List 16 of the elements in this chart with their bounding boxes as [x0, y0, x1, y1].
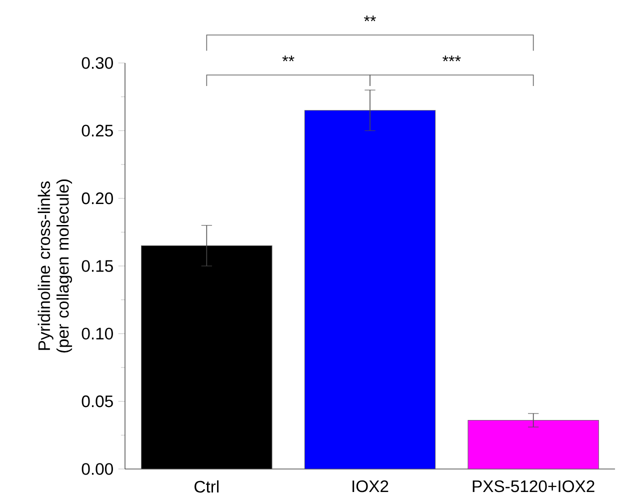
text: ** [364, 16, 376, 22]
y-tick-label: 0.10 [82, 328, 113, 340]
text: *** [442, 56, 461, 62]
y-axis-title: Pyridinoline cross-links (per collagen molecule) [38, 180, 72, 353]
bar [468, 420, 599, 470]
y-tick-label: 0.25 [82, 124, 113, 137]
x-tick-label: IOX2 [352, 480, 388, 492]
x-tick-label: Ctrl [194, 480, 219, 493]
x-tick-label: PXS-5120+IOX2 [472, 480, 594, 492]
y-tick-label: 0.15 [82, 260, 113, 272]
y-tick-label: 0.30 [82, 57, 113, 69]
bar [304, 110, 436, 470]
y-tick-label: 0.20 [82, 192, 113, 204]
y-tick-label: 0.05 [82, 395, 113, 408]
text: ** [282, 56, 294, 62]
y-tick-label: 0.00 [82, 463, 113, 475]
